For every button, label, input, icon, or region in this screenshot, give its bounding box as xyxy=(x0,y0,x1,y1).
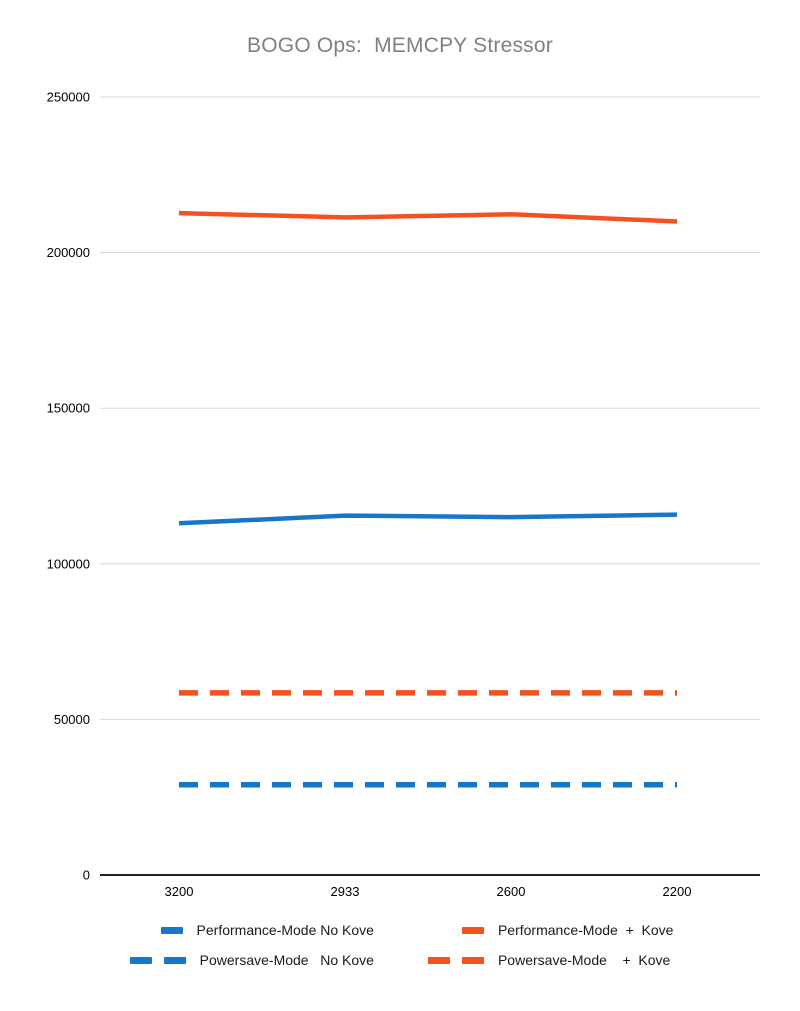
line-dash-icon xyxy=(461,956,484,964)
legend-row-2: Powersave-Mode No Kove Powersave-Mode + … xyxy=(129,952,671,968)
legend-row-1: Performance-Mode No Kove Performance-Mod… xyxy=(127,922,673,938)
legend-label: Performance-Mode No Kove xyxy=(196,922,374,938)
legend-item-performance-mode-no-kove: Performance-Mode No Kove xyxy=(127,922,374,938)
y-tick-label: 200000 xyxy=(47,245,90,260)
line-dash-icon xyxy=(129,956,152,964)
chart-title: BOGO Ops: MEMCPY Stressor xyxy=(247,34,553,57)
y-tick-label: 0 xyxy=(83,868,90,883)
legend-marker-solid-blue xyxy=(127,926,183,934)
y-tick-label: 50000 xyxy=(54,712,90,727)
legend-label: Performance-Mode + Kove xyxy=(497,922,674,938)
legend-marker-dashed-blue xyxy=(129,956,186,964)
legend-marker-solid-orange xyxy=(428,926,484,934)
legend-item-performance-mode-plus-kove: Performance-Mode + Kove xyxy=(428,922,673,938)
legend: Performance-Mode No Kove Performance-Mod… xyxy=(0,922,800,968)
x-tick-label: 2933 xyxy=(331,884,360,899)
x-tick-label: 3200 xyxy=(165,884,194,899)
line-dash-icon xyxy=(160,926,183,934)
y-tick-label: 250000 xyxy=(47,90,90,105)
legend-item-powersave-mode-plus-kove: Powersave-Mode + Kove xyxy=(427,952,671,968)
legend-marker-dashed-orange xyxy=(427,956,484,964)
x-tick-label: 2600 xyxy=(497,884,526,899)
legend-label: Powersave-Mode + Kove xyxy=(497,952,671,968)
y-tick-label: 150000 xyxy=(47,401,90,416)
legend-item-powersave-mode-no-kove: Powersave-Mode No Kove xyxy=(129,952,374,968)
line-dash-icon xyxy=(427,956,450,964)
legend-label: Powersave-Mode No Kove xyxy=(199,952,374,968)
line-dash-icon xyxy=(163,956,186,964)
x-tick-label: 2200 xyxy=(663,884,692,899)
line-dash-icon xyxy=(461,926,484,934)
series-line-1 xyxy=(178,210,678,224)
y-tick-label: 100000 xyxy=(47,556,90,571)
series-line-0 xyxy=(178,512,678,526)
